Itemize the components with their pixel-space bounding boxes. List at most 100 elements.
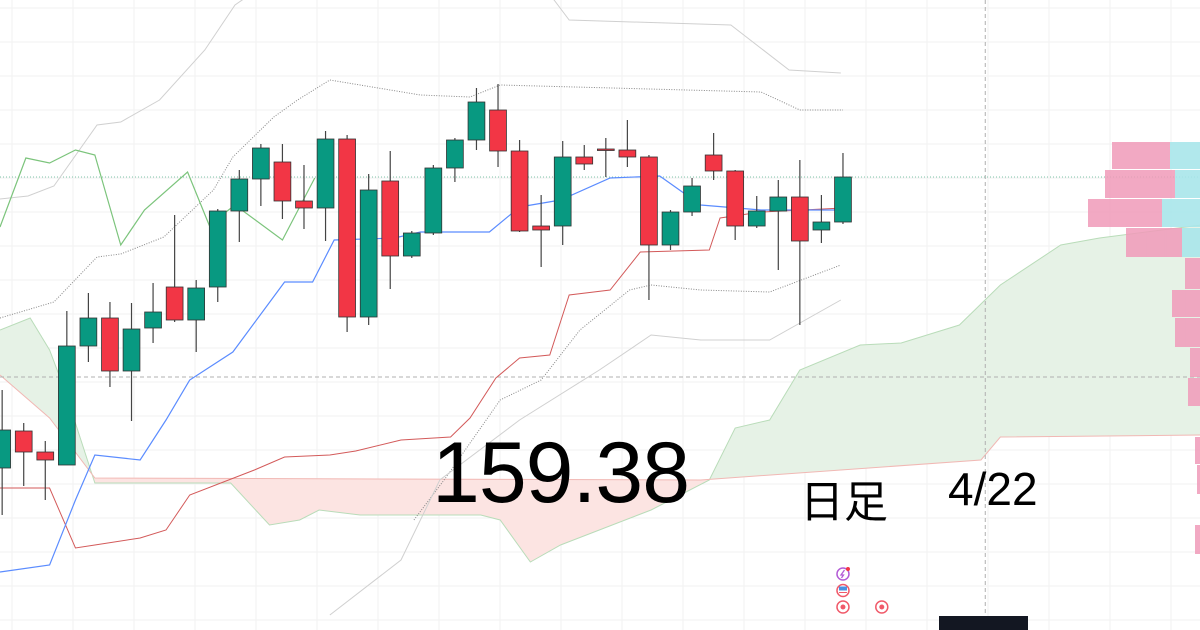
cloud-segment: [295, 478, 299, 521]
cloud-segment: [1024, 267, 1027, 437]
cloud-segment: [743, 425, 747, 477]
cloud-segment: [974, 308, 978, 461]
candle-down: [381, 180, 400, 257]
candle-down: [295, 200, 313, 209]
cloud-segment: [868, 344, 872, 468]
cloud-segment: [532, 479, 536, 561]
cloud-segment: [1060, 244, 1064, 437]
cloud-segment: [623, 479, 626, 521]
cloud-segment: [536, 479, 540, 559]
volume-profile-down-bar: [1195, 525, 1200, 554]
cloud-segment: [610, 479, 613, 526]
cloud-segment: [1008, 277, 1012, 437]
cloud-segment: [120, 478, 124, 483]
cloud-segment: [812, 363, 816, 472]
cloud-segment: [375, 478, 378, 515]
cloud-segment: [573, 479, 577, 540]
cloud-segment: [797, 370, 801, 474]
cloud-segment: [875, 344, 878, 468]
cloud-segment: [446, 479, 449, 515]
cloud-segment: [327, 478, 331, 512]
cloud-segment: [312, 478, 316, 514]
cloud-segment: [293, 478, 296, 522]
cloud-segment: [767, 420, 771, 476]
cloud-segment: [161, 478, 165, 483]
cloud-segment: [1159, 229, 1163, 436]
cloud-segment: [696, 479, 700, 487]
cloud-segment: [105, 478, 109, 483]
cloud-segment: [763, 421, 766, 476]
cloud-segment: [1015, 273, 1019, 437]
cloud-segment: [668, 479, 671, 502]
cloud-segment: [187, 478, 191, 483]
volume-profile-down-bar: [1105, 170, 1175, 198]
cloud-segment: [377, 478, 380, 515]
cloud-segment: [834, 354, 838, 471]
cloud-segment: [103, 478, 107, 483]
cloud-segment: [1006, 279, 1010, 437]
volume-profile-down-bar: [1185, 258, 1200, 289]
cloud-segment: [202, 478, 206, 483]
cloud-segment: [15, 323, 18, 390]
cloud-segment: [614, 479, 618, 525]
cloud-segment: [1000, 283, 1004, 437]
cloud-segment: [135, 478, 139, 483]
cloud-segment: [802, 368, 805, 473]
cloud-segment: [8, 325, 12, 385]
cloud-segment: [284, 478, 288, 523]
cloud-segment: [176, 478, 180, 483]
cloud-segment: [521, 479, 525, 553]
cloud-segment: [991, 291, 995, 448]
cloud-segment: [448, 479, 452, 515]
cloud-segment: [543, 479, 546, 555]
cloud-segment: [99, 478, 102, 483]
cloud-segment: [888, 343, 891, 467]
cloud-segment: [19, 321, 23, 394]
cloud-segment: [258, 478, 262, 516]
volume-profile-down-bar: [1126, 228, 1182, 257]
cloud-segment: [183, 478, 186, 483]
cloud-segment: [756, 422, 760, 476]
cloud-segment: [765, 420, 769, 476]
cloud-segment: [655, 479, 659, 508]
cloud-segment: [114, 478, 117, 483]
cloud-segment: [247, 478, 251, 504]
cloud-segment: [603, 479, 607, 529]
lightning-icon: [836, 567, 850, 581]
cloud-segment: [618, 479, 622, 523]
cloud-segment: [1116, 235, 1120, 436]
cloud-segment: [1043, 255, 1047, 437]
us-flag-icon-canton: [838, 586, 847, 591]
cloud-segment: [1090, 239, 1094, 437]
cloud-segment: [401, 479, 404, 515]
cloud-segment: [741, 426, 745, 478]
candle-up: [834, 176, 852, 223]
cloud-segment: [877, 344, 881, 468]
event-dot-icon-center: [840, 604, 846, 610]
cloud-segment: [1129, 233, 1133, 436]
cloud-segment: [508, 479, 512, 535]
lightning-icon-bolt: [839, 569, 846, 579]
cloud-segment: [946, 328, 950, 463]
cloud-segment: [914, 338, 917, 465]
cloud-segment: [439, 479, 443, 515]
cloud-segment: [599, 479, 603, 530]
cloud-segment: [515, 479, 518, 544]
candle-down: [726, 170, 744, 227]
cloud-segment: [125, 478, 128, 483]
cloud-segment: [316, 478, 320, 512]
cloud-segment: [215, 478, 219, 483]
cloud-segment: [133, 478, 137, 483]
cloud-segment: [1056, 246, 1060, 437]
cloud-segment: [687, 479, 691, 492]
cloud-segment: [28, 318, 31, 402]
cloud-segment: [659, 479, 663, 506]
cloud-segment: [116, 478, 120, 483]
cloud-segment: [1170, 228, 1174, 436]
cloud-segment: [786, 387, 790, 474]
cloud-segment: [40, 335, 44, 413]
cloud-segment: [23, 319, 27, 398]
cloud-segment: [269, 478, 273, 525]
cloud-segment: [489, 479, 493, 518]
